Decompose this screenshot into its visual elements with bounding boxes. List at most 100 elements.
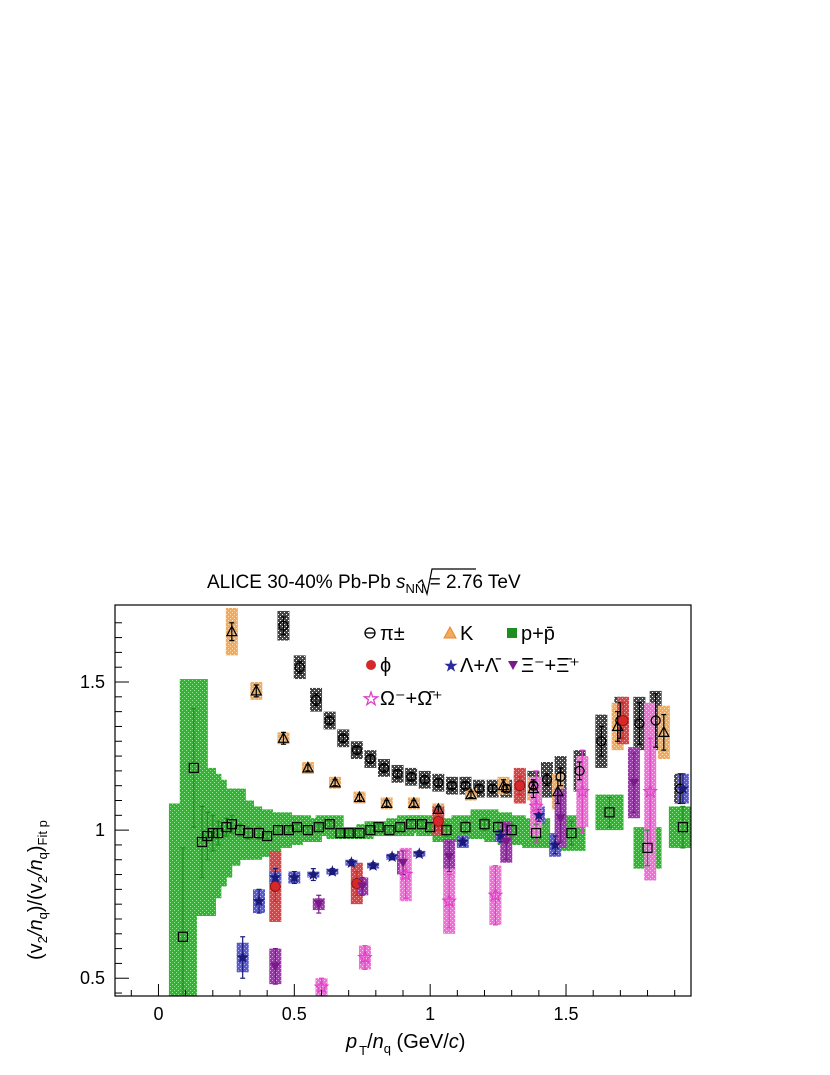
proton-point xyxy=(441,825,452,836)
legend-marker-lambda xyxy=(444,659,458,672)
lambda-point xyxy=(269,871,282,883)
proton-point xyxy=(313,822,324,833)
proton-point xyxy=(234,825,246,836)
pion-point xyxy=(446,780,458,791)
proton-point xyxy=(395,822,406,833)
proton-point xyxy=(506,825,517,836)
xi-point xyxy=(555,814,566,824)
xi-point xyxy=(398,858,408,868)
omega-point xyxy=(642,783,659,799)
pion-point xyxy=(406,771,417,782)
lambda-point xyxy=(236,951,249,963)
pion-point xyxy=(392,768,403,779)
lambda-point xyxy=(549,838,562,851)
omega-point xyxy=(313,978,330,994)
pion-point xyxy=(634,718,645,729)
phi-point xyxy=(617,715,629,726)
pion-point xyxy=(541,774,553,785)
kaon-point xyxy=(497,778,510,791)
y-tick-label: 0.5 xyxy=(80,968,105,988)
legend-item-lambda: Λ+Λ̄ xyxy=(444,655,501,677)
title-sqrt-s: s xyxy=(396,572,406,593)
pion-point xyxy=(433,777,444,788)
omega-point xyxy=(441,892,458,908)
proton-point xyxy=(604,807,615,818)
lambda-point xyxy=(532,808,545,821)
x-tick-label: 0 xyxy=(153,1004,163,1024)
legend-marker-proton xyxy=(507,628,517,638)
omega-point xyxy=(528,798,544,814)
legend-label-kaon: K xyxy=(460,623,474,645)
proton-point xyxy=(416,819,428,830)
proton-point xyxy=(283,825,294,836)
xi-point xyxy=(270,962,281,972)
sqrt-sign xyxy=(417,568,476,597)
omega-point xyxy=(574,783,591,799)
kaon-point xyxy=(301,761,314,773)
proton-point xyxy=(291,822,303,833)
pion-point xyxy=(365,753,376,765)
chart-title: ALICE 30-40% Pb-Pb sNN = 2.76 TeV xyxy=(207,572,521,596)
legend-marker-kaon xyxy=(443,625,457,639)
proton-point xyxy=(492,822,504,833)
pion-point xyxy=(351,744,362,756)
lambda-point xyxy=(366,859,380,871)
proton-sys-band xyxy=(668,806,691,848)
proton-point xyxy=(677,822,688,833)
phi-point xyxy=(514,780,526,792)
proton-point xyxy=(302,825,314,836)
legend-item-pion: π± xyxy=(364,623,405,645)
lambda-point xyxy=(494,829,507,842)
proton-point xyxy=(642,842,653,853)
pion-point xyxy=(555,771,566,782)
proton-point xyxy=(425,822,436,833)
pion-point xyxy=(338,733,349,744)
legend-label-omega: Ω⁻+Ω̄⁺ xyxy=(380,688,443,710)
proton-point xyxy=(531,827,542,839)
proton-point xyxy=(324,819,335,830)
omega-point xyxy=(487,887,504,902)
kaon-point xyxy=(277,731,290,743)
legend-label-phi: ϕ xyxy=(380,655,391,677)
pion-point xyxy=(473,783,485,794)
proton-point xyxy=(196,836,208,848)
lambda-point xyxy=(288,871,301,883)
legend-item-omega: Ω⁻+Ω̄⁺ xyxy=(362,688,443,710)
pion-point xyxy=(278,620,289,631)
lambda-point xyxy=(386,850,399,862)
pion-point xyxy=(294,662,305,673)
legend-marker-phi xyxy=(366,660,376,670)
legend-item-xi: Ξ⁻+Ξ̄⁺ xyxy=(508,655,580,677)
kaon-point xyxy=(225,624,238,637)
proton-point xyxy=(272,825,284,836)
x-tick-label: 0.5 xyxy=(282,1004,307,1024)
proton-point xyxy=(188,762,199,774)
pion-point xyxy=(460,780,471,791)
kaon-point xyxy=(527,781,540,794)
pion-point xyxy=(419,774,430,785)
pion-point xyxy=(310,694,322,705)
legend-label-proton: p+p̄ xyxy=(521,623,555,645)
kaon-point xyxy=(611,719,624,732)
legend-item-phi: ϕ xyxy=(366,655,391,677)
proton-point xyxy=(177,931,189,942)
lambda-point xyxy=(326,865,339,877)
phi-point xyxy=(269,881,281,892)
legend-marker-omega xyxy=(362,689,380,707)
legend-label-xi: Ξ⁻+Ξ̄⁺ xyxy=(521,655,580,677)
lambda-point xyxy=(456,835,469,848)
proton-point xyxy=(406,819,417,830)
omega-point xyxy=(397,866,414,882)
title-sub: NN xyxy=(406,581,425,596)
phi-point xyxy=(432,815,444,827)
kaon-point xyxy=(250,684,263,696)
pion-point xyxy=(650,715,661,726)
proton-point xyxy=(566,827,577,839)
pion-point xyxy=(324,715,335,726)
proton-point xyxy=(221,822,232,833)
legend: π± K p+p̄ ϕ Λ+Λ̄ Ξ⁻+Ξ̄⁺ Ω⁻+Ω̄⁺ xyxy=(362,623,580,710)
proton-point xyxy=(335,827,346,839)
x-tick-label: 1.5 xyxy=(554,1004,579,1024)
lambda-point xyxy=(413,847,426,860)
